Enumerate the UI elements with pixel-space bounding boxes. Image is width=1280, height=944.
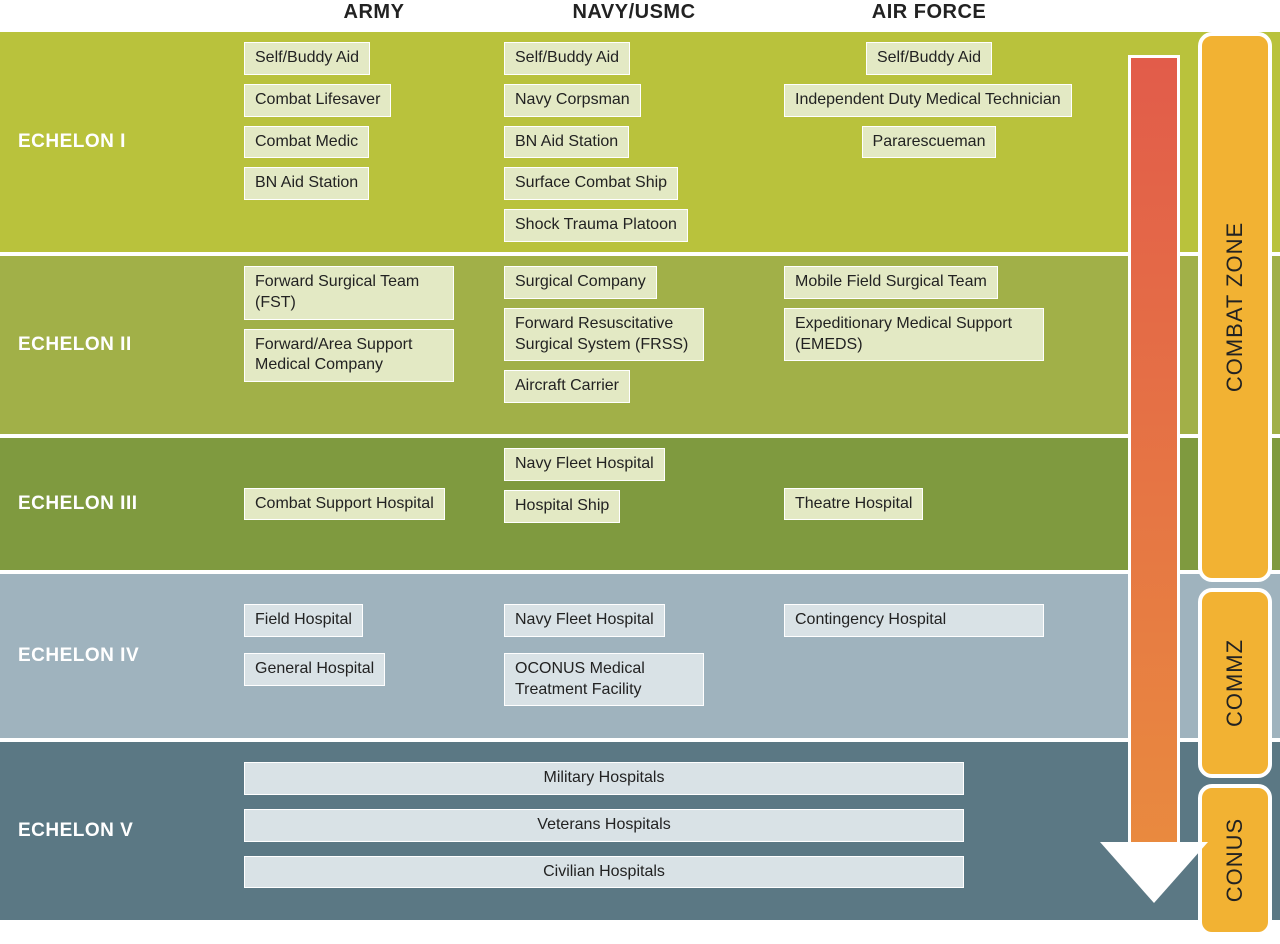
cell-e4-army-1: General Hospital	[244, 653, 385, 686]
cell-e2-af-1: Expeditionary Medical Support (EMEDS)	[784, 308, 1044, 362]
row-body-e1: Self/Buddy Aid Combat Lifesaver Combat Med…	[244, 32, 1280, 252]
col-e1-army: Self/Buddy Aid Combat Lifesaver Combat Med…	[244, 42, 504, 242]
row-body-e4: Field Hospital General Hospital Navy Fleet…	[244, 574, 1280, 738]
col-e3-army: Combat Support Hospital	[244, 448, 504, 560]
cell-e2-army-1: Forward/Area Support Medical Company	[244, 329, 454, 383]
row-body-e3: Combat Support Hospital Navy Fleet Hospit…	[244, 438, 1280, 570]
zone-commz-label: COMMZ	[1222, 639, 1248, 727]
col-e1-af: Self/Buddy Aid Independent Duty Medical T…	[784, 42, 1074, 242]
cell-e2-navy-0: Surgical Company	[504, 266, 657, 299]
cell-e2-navy-2: Aircraft Carrier	[504, 370, 630, 403]
cell-e3-af-0: Theatre Hospital	[784, 488, 923, 521]
cell-e1-navy-2: BN Aid Station	[504, 126, 629, 159]
row-e2: ECHELON IIForward Surgical Team (FST)For…	[0, 252, 1280, 434]
cell-e5-full-0: Military Hospitals	[244, 762, 964, 795]
cell-e5-full-1: Veterans Hospitals	[244, 809, 964, 842]
flow-arrow-head	[1105, 846, 1203, 902]
row-e3: ECHELON IIICombat Support Hospital Navy F…	[0, 434, 1280, 570]
cell-e1-army-1: Combat Lifesaver	[244, 84, 391, 117]
cell-e1-army-3: BN Aid Station	[244, 167, 369, 200]
flow-arrow-shaft	[1128, 55, 1180, 850]
row-label-e1: ECHELON I	[0, 32, 244, 252]
row-label-e3: ECHELON III	[0, 438, 244, 570]
col-e2-navy: Surgical Company Forward Resuscitative Su…	[504, 266, 764, 424]
row-body-e2: Forward Surgical Team (FST) Forward/Area …	[244, 256, 1280, 434]
header-airforce: AIR FORCE	[784, 1, 1074, 24]
cell-e5-full-2: Civilian Hospitals	[244, 856, 964, 889]
cell-e1-af-0: Self/Buddy Aid	[866, 42, 992, 75]
col-e2-af: Mobile Field Surgical Team Expeditionary …	[784, 266, 1074, 424]
zone-conus: CONUS	[1198, 784, 1272, 936]
cell-e2-army-0: Forward Surgical Team (FST)	[244, 266, 454, 320]
zone-combat-label: COMBAT ZONE	[1222, 222, 1248, 392]
cell-e3-navy-1: Hospital Ship	[504, 490, 620, 523]
col-e4-af: Contingency Hospital	[784, 584, 1074, 728]
cell-e1-navy-1: Navy Corpsman	[504, 84, 641, 117]
zone-conus-label: CONUS	[1222, 818, 1248, 902]
zone-commz: COMMZ	[1198, 588, 1272, 778]
cell-e4-army-0: Field Hospital	[244, 604, 363, 637]
cell-e1-navy-0: Self/Buddy Aid	[504, 42, 630, 75]
row-label-e4: ECHELON IV	[0, 574, 244, 738]
col-e3-navy: Navy Fleet Hospital Hospital Ship	[504, 448, 764, 560]
cell-e1-navy-4: Shock Trauma Platoon	[504, 209, 688, 242]
header-navy: NAVY/USMC	[504, 1, 764, 24]
zone-combat: COMBAT ZONE	[1198, 32, 1272, 582]
cell-e1-af-2: Pararescueman	[862, 126, 997, 159]
row-e5: ECHELON VMilitary Hospitals Veterans Hosp…	[0, 738, 1280, 920]
header-army: ARMY	[244, 1, 504, 24]
col-e1-navy: Self/Buddy Aid Navy Corpsman BN Aid Statio…	[504, 42, 764, 242]
cell-e3-army-0: Combat Support Hospital	[244, 488, 445, 521]
cell-e2-af-0: Mobile Field Surgical Team	[784, 266, 998, 299]
col-e3-af: Theatre Hospital	[784, 448, 1074, 560]
echelon-rows: ECHELON ISelf/Buddy AidCombat LifesaverC…	[0, 28, 1280, 920]
cell-e1-af-1: Independent Duty Medical Technician	[784, 84, 1072, 117]
cell-e2-navy-1: Forward Resuscitative Surgical System (F…	[504, 308, 704, 362]
col-e4-navy: Navy Fleet Hospital OCONUS Medical Treatm…	[504, 584, 764, 728]
col-e2-army: Forward Surgical Team (FST) Forward/Area …	[244, 266, 504, 424]
row-label-e5: ECHELON V	[0, 742, 244, 920]
header-row: ARMY NAVY/USMC AIR FORCE	[0, 0, 1280, 28]
row-e4: ECHELON IVField Hospital General Hospital…	[0, 570, 1280, 738]
row-e1: ECHELON ISelf/Buddy AidCombat LifesaverC…	[0, 28, 1280, 252]
cell-e4-af-0: Contingency Hospital	[784, 604, 1044, 637]
cell-e4-navy-1: OCONUS Medical Treatment Facility	[504, 653, 704, 707]
cell-e1-army-2: Combat Medic	[244, 126, 369, 159]
cell-e4-navy-0: Navy Fleet Hospital	[504, 604, 665, 637]
col-e4-army: Field Hospital General Hospital	[244, 584, 504, 728]
row-label-e2: ECHELON II	[0, 256, 244, 434]
cell-e3-navy-0: Navy Fleet Hospital	[504, 448, 665, 481]
cell-e1-army-0: Self/Buddy Aid	[244, 42, 370, 75]
cell-e1-navy-3: Surface Combat Ship	[504, 167, 678, 200]
